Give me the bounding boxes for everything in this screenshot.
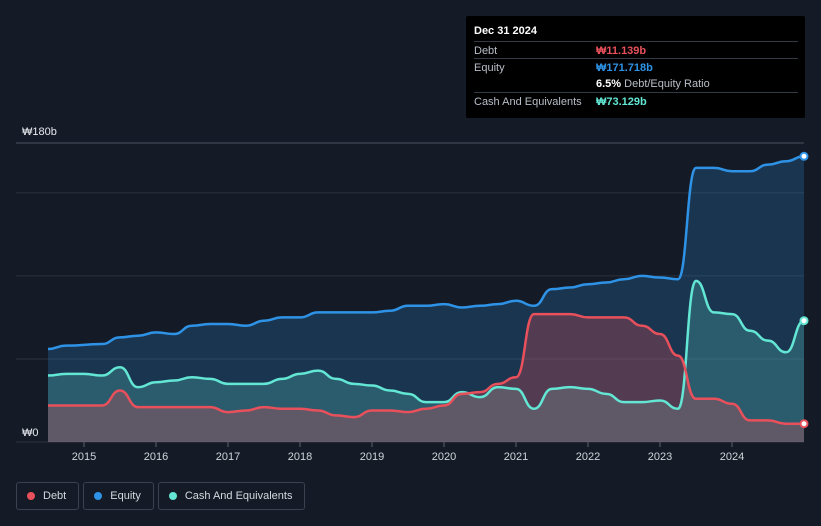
series-areas (48, 156, 804, 443)
endpoint-cash-and-equivalents (799, 316, 809, 326)
legend-debt[interactable]: Debt (16, 482, 80, 510)
tooltip-date: Dec 31 2024 (474, 25, 537, 37)
legend-equity[interactable]: Equity (83, 482, 154, 510)
x-tick-label-2022: 2022 (576, 451, 600, 463)
line-equity (47, 155, 805, 351)
tooltip-debt-label: Debt (474, 45, 498, 57)
area-cash-and-equivalents (48, 280, 804, 442)
legend-cash-label: Cash And Equivalents (184, 490, 293, 502)
tooltip-equity-label: Equity (474, 62, 505, 74)
tooltip-equity-row: Equity ₩171.718b (474, 58, 798, 76)
legend-debt-label: Debt (43, 490, 67, 502)
tooltip-cash-label: Cash And Equivalents (474, 96, 582, 108)
endpoint-equity (799, 151, 809, 161)
equity-dot-icon (94, 492, 103, 500)
x-tick-label-2015: 2015 (72, 451, 96, 463)
area-equity (48, 156, 804, 443)
x-tick-label-2017: 2017 (216, 451, 240, 463)
debt-dot-icon (27, 492, 35, 500)
y-axis-top-label: ₩180b (22, 126, 57, 138)
tooltip-ratio: 6.5% Debt/Equity Ratio (596, 78, 710, 90)
x-tick-label-2020: 2020 (432, 451, 456, 463)
tooltip-ratio-percent: 6.5% (596, 78, 622, 90)
line-debt (47, 312, 804, 425)
legend-equity-label: Equity (110, 490, 141, 502)
tooltip-debt-value: ₩11.139b (596, 45, 647, 57)
y-axis-bottom-label: ₩0 (22, 427, 39, 439)
x-axis: 2015 2016 2017 2018 2019 2020 2021 2022 2023 2024 (72, 442, 744, 463)
tooltip-cash-row: Cash And Equivalents ₩73.129b (474, 92, 798, 110)
data-tooltip: Dec 31 2024 Debt ₩11.139b Equity ₩171.71… (466, 16, 805, 118)
x-tick-label-2021: 2021 (504, 451, 528, 463)
area-debt (48, 314, 804, 442)
grid-lines (16, 142, 804, 443)
x-tick-label-2018: 2018 (288, 451, 312, 463)
line-cash-and-equivalents (47, 279, 805, 411)
tooltip-ratio-label: Debt/Equity Ratio (624, 78, 710, 90)
x-tick-label-2024: 2024 (720, 451, 744, 463)
tooltip-ratio-row: 6.5% Debt/Equity Ratio (474, 75, 798, 92)
tooltip-debt-row: Debt ₩11.139b (474, 41, 798, 59)
cash-dot-icon (168, 492, 177, 500)
x-tick-label-2019: 2019 (360, 451, 384, 463)
series-lines (47, 155, 805, 425)
x-tick-label-2023: 2023 (648, 451, 672, 463)
chart-legend: Debt Equity Cash And Equivalents (16, 482, 306, 510)
legend-cash[interactable]: Cash And Equivalents (157, 482, 306, 510)
endpoint-debt (799, 419, 809, 429)
x-tick-label-2016: 2016 (144, 451, 168, 463)
tooltip-cash-value: ₩73.129b (596, 96, 647, 108)
series-endpoints (799, 151, 809, 429)
tooltip-equity-value: ₩171.718b (596, 62, 653, 74)
